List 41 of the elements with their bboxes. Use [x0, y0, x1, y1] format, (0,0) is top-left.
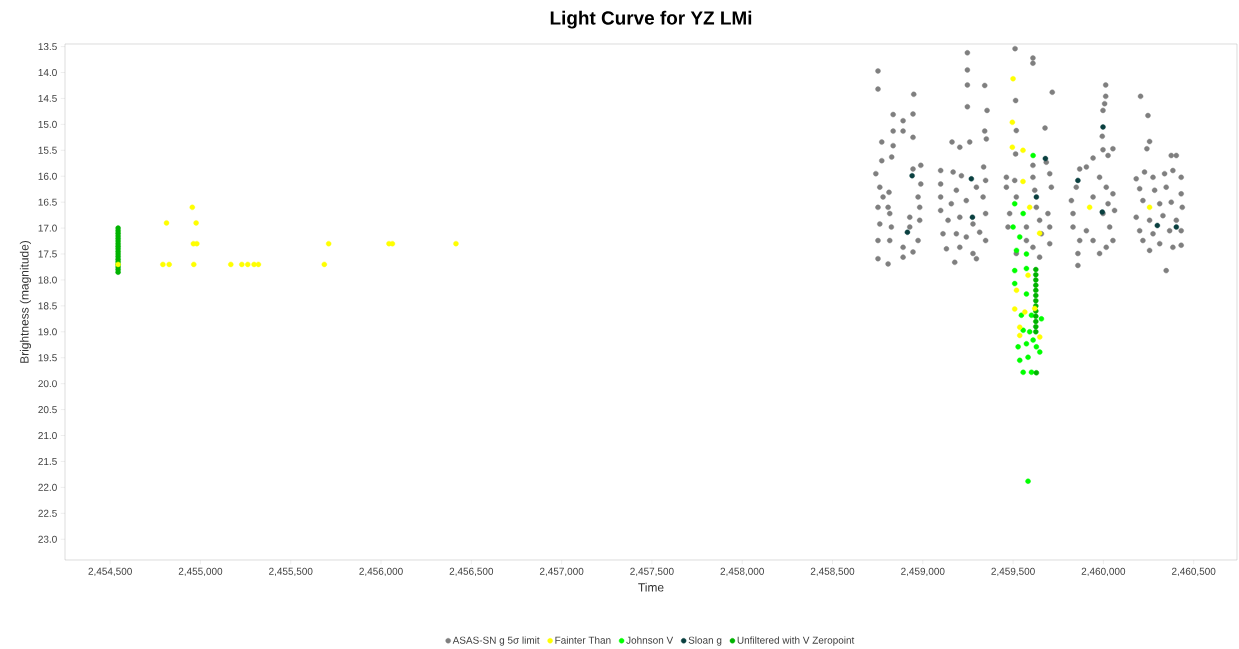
- y-tick-label: 22.5: [38, 509, 57, 517]
- y-tick-label: 18.0: [38, 276, 57, 284]
- y-tick-label: 19.0: [38, 328, 57, 336]
- y-tick-label: 17.0: [38, 224, 57, 232]
- x-tick-label: 2,457,000: [539, 567, 584, 576]
- y-tick-label: 16.5: [38, 198, 57, 206]
- legend-label: Johnson V: [626, 636, 674, 644]
- y-tick-label: 16.0: [38, 172, 57, 180]
- y-tick-label: 18.5: [38, 302, 57, 310]
- x-tick-label: 2,460,000: [1081, 567, 1126, 576]
- x-tick-label: 2,459,000: [901, 567, 945, 576]
- y-tick-label: 23.0: [38, 535, 57, 543]
- y-tick-label: 21.0: [38, 431, 57, 440]
- x-tick-label: 2,459,500: [991, 567, 1035, 576]
- chart-title: Light Curve for YZ LMi: [550, 10, 752, 29]
- y-tick-label: 14.0: [38, 68, 57, 76]
- y-tick-label: 13.5: [38, 43, 57, 51]
- y-tick-label: 19.5: [38, 354, 57, 362]
- legend-label: Sloan g: [688, 636, 722, 646]
- y-tick-label: 20.5: [38, 406, 57, 414]
- y-tick-label: 21.5: [38, 457, 57, 465]
- y-tick-label: 22.0: [38, 483, 57, 491]
- x-tick-label: 2,457,500: [630, 567, 674, 576]
- legend-label: Unfiltered with V Zeropoint: [737, 636, 855, 646]
- y-tick-label: 20.0: [38, 380, 57, 388]
- x-tick-label: 2,455,000: [178, 567, 223, 576]
- x-tick-label: 2,458,500: [810, 567, 855, 576]
- y-tick-label: 15.0: [38, 120, 57, 128]
- y-tick-label: 15.5: [38, 146, 57, 154]
- y-axis-title: Brightness (magnitude): [19, 240, 32, 363]
- y-tick-label: 17.5: [38, 250, 57, 258]
- x-tick-label: 2,460,500: [1171, 567, 1216, 576]
- legend-label: ASAS-SN g 5σ limit: [452, 636, 540, 646]
- x-axis-title: Time: [638, 582, 664, 592]
- x-tick-label: 2,458,000: [720, 567, 764, 576]
- x-tick-label: 2,455,500: [269, 567, 313, 576]
- x-tick-label: 2,456,500: [449, 567, 494, 576]
- y-tick-label: 14.5: [38, 94, 57, 102]
- legend-label: Fainter Than: [555, 636, 611, 644]
- x-tick-label: 2,456,000: [359, 567, 403, 576]
- x-tick-label: 2,454,500: [88, 567, 132, 576]
